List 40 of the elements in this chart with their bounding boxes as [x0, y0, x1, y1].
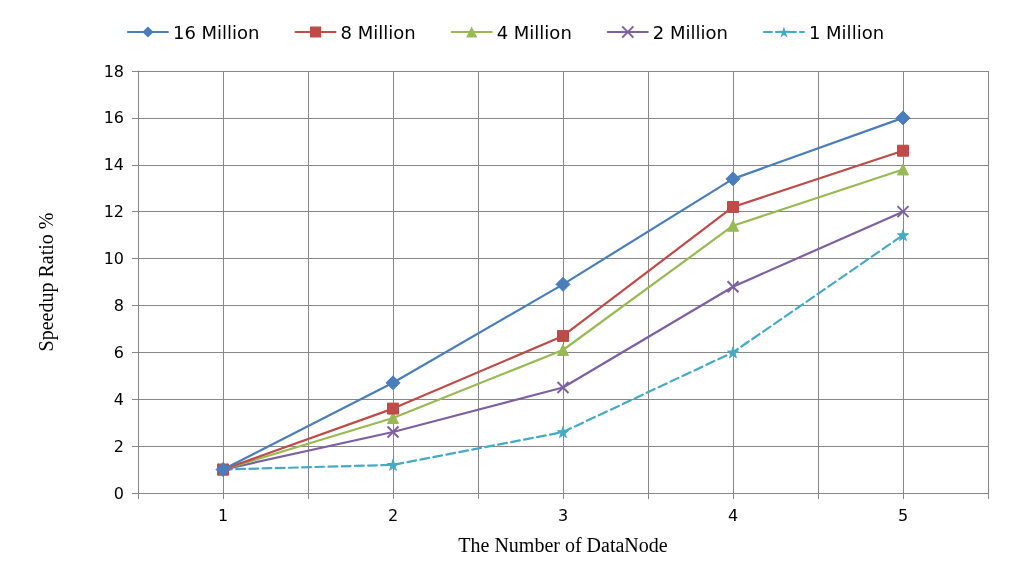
y-tick-label: 2	[113, 436, 124, 456]
point	[896, 205, 910, 219]
x-axis-title: The Number of DataNode	[458, 534, 668, 556]
point	[727, 219, 739, 232]
legend-label: 8 Million	[340, 21, 416, 43]
y-tick-label: 12	[103, 202, 124, 222]
point	[555, 276, 571, 292]
y-axis-title: Speedup Ratio %	[35, 212, 58, 352]
point	[727, 346, 739, 359]
point	[895, 110, 911, 126]
legend-label: 1 Million	[808, 21, 885, 43]
legend-label: 4 Million	[496, 21, 572, 43]
point	[897, 229, 909, 242]
y-tick-label: 8	[113, 295, 124, 315]
y-tick-label: 4	[113, 389, 124, 409]
legend-label: 2 Million	[652, 21, 728, 43]
point	[557, 426, 569, 439]
point	[387, 402, 399, 415]
x-tick-label: 4	[727, 505, 739, 525]
point	[897, 144, 909, 157]
point	[726, 280, 740, 294]
point	[556, 381, 570, 394]
legend-label: 16 Million	[172, 21, 260, 43]
point	[897, 163, 909, 176]
point	[727, 200, 739, 213]
x-tick-label: 3	[557, 505, 569, 525]
x-tick-label: 5	[897, 505, 909, 525]
y-tick-label: 10	[103, 249, 124, 269]
point	[385, 375, 401, 391]
y-tick-label: 6	[113, 342, 124, 362]
y-tick-label: 18	[103, 61, 124, 81]
point	[386, 425, 400, 439]
y-tick-label: 16	[103, 108, 124, 128]
y-tick-label: 14	[103, 155, 124, 175]
x-tick-label: 1	[217, 505, 229, 525]
point	[557, 343, 569, 356]
point	[557, 329, 569, 342]
y-tick-label: 0	[113, 483, 124, 503]
point	[725, 171, 741, 187]
x-tick-label: 2	[387, 505, 399, 525]
